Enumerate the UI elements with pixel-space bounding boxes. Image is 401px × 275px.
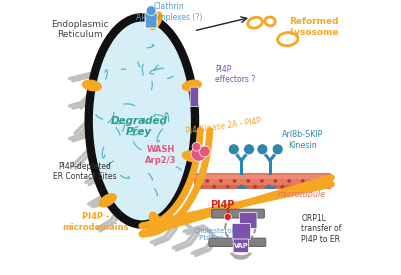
Ellipse shape — [182, 79, 202, 91]
Bar — [194, 173, 331, 189]
Ellipse shape — [149, 211, 162, 230]
Circle shape — [314, 179, 318, 183]
Circle shape — [301, 179, 305, 183]
Text: PI4P
effectors ?: PI4P effectors ? — [215, 65, 256, 84]
Circle shape — [253, 185, 257, 189]
FancyBboxPatch shape — [232, 224, 251, 239]
Circle shape — [328, 179, 332, 183]
Circle shape — [246, 179, 250, 183]
Circle shape — [233, 179, 237, 183]
Circle shape — [219, 179, 223, 183]
Text: ORP1L
transfer of
PI4P to ER: ORP1L transfer of PI4P to ER — [302, 214, 342, 244]
Circle shape — [267, 185, 271, 189]
Bar — [194, 175, 331, 179]
Circle shape — [239, 185, 243, 189]
Circle shape — [257, 144, 268, 155]
Text: PI4P-depleted
ER Contact Sites: PI4P-depleted ER Contact Sites — [53, 162, 116, 181]
Text: VAP: VAP — [233, 243, 248, 249]
Circle shape — [224, 213, 231, 221]
Circle shape — [294, 185, 298, 189]
Text: PI4-Kinase 2A - PI4P: PI4-Kinase 2A - PI4P — [185, 117, 262, 136]
Text: Endoplasmic
Reticulum: Endoplasmic Reticulum — [51, 20, 109, 39]
Circle shape — [226, 185, 230, 189]
Circle shape — [212, 185, 216, 189]
Text: Degraded
Prey: Degraded Prey — [111, 116, 168, 137]
Circle shape — [243, 144, 255, 155]
Circle shape — [321, 185, 325, 189]
FancyBboxPatch shape — [190, 87, 198, 106]
FancyBboxPatch shape — [209, 238, 266, 246]
Text: PI4P -
microdomains: PI4P - microdomains — [62, 212, 129, 232]
Circle shape — [192, 142, 201, 151]
Text: Clathrin
AP Complexes (?): Clathrin AP Complexes (?) — [136, 2, 203, 21]
Circle shape — [199, 146, 210, 157]
FancyBboxPatch shape — [233, 239, 249, 253]
Text: Cholesterol
PtdSer ?: Cholesterol PtdSer ? — [193, 228, 234, 241]
Circle shape — [146, 6, 156, 16]
Ellipse shape — [89, 17, 195, 225]
Circle shape — [260, 179, 264, 183]
Text: WASH
Arp2/3: WASH Arp2/3 — [145, 145, 177, 165]
Text: microtubule: microtubule — [277, 190, 326, 199]
Circle shape — [287, 179, 291, 183]
Circle shape — [308, 185, 312, 189]
Circle shape — [191, 146, 206, 161]
Circle shape — [228, 144, 239, 155]
FancyBboxPatch shape — [239, 213, 257, 228]
Bar — [194, 185, 331, 189]
Ellipse shape — [82, 79, 102, 91]
FancyBboxPatch shape — [212, 209, 264, 218]
Ellipse shape — [182, 150, 202, 162]
Text: PI4P: PI4P — [210, 200, 235, 210]
Ellipse shape — [99, 193, 117, 208]
Text: Reformed
Lysosome: Reformed Lysosome — [289, 17, 338, 37]
Ellipse shape — [149, 11, 162, 30]
Circle shape — [198, 185, 203, 189]
Circle shape — [280, 185, 284, 189]
Circle shape — [272, 144, 283, 155]
Circle shape — [205, 179, 209, 183]
FancyBboxPatch shape — [145, 11, 157, 28]
Circle shape — [273, 179, 277, 183]
Text: Arl8b-SKIP
Kinesin: Arl8b-SKIP Kinesin — [282, 130, 324, 150]
